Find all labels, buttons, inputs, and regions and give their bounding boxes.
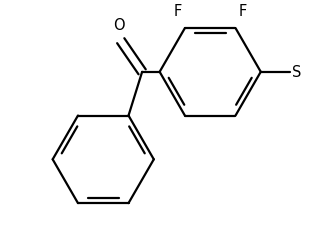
Text: F: F	[238, 4, 246, 19]
Text: O: O	[113, 18, 125, 33]
Text: F: F	[174, 4, 182, 19]
Text: S: S	[292, 65, 301, 80]
